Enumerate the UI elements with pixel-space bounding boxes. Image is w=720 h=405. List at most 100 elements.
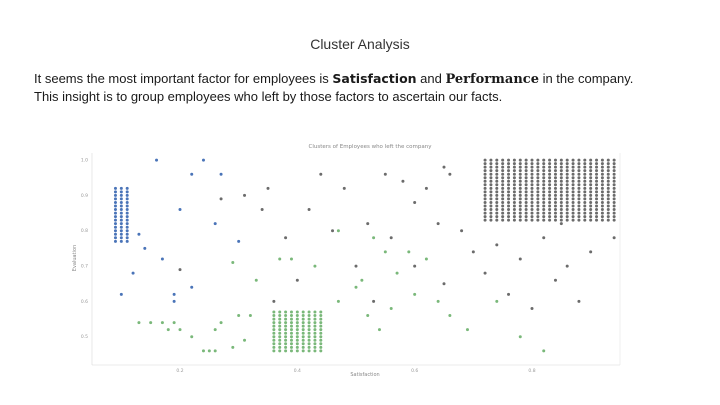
scatter-point [559,183,563,187]
scatter-point [553,204,557,208]
scatter-point [489,186,493,190]
scatter-point [600,183,604,187]
scatter-point [542,211,546,215]
scatter-point [524,200,528,204]
scatter-point [606,208,610,212]
scatter-point [589,197,593,201]
scatter-point [331,229,335,233]
scatter-point [571,211,575,215]
scatter-point [553,179,557,183]
scatter-point [571,204,575,208]
scatter-point [272,299,276,303]
scatter-point [600,179,604,183]
scatter-point [295,324,299,328]
scatter-point [542,183,546,187]
scatter-point [595,218,599,222]
scatter-point [483,162,487,166]
scatter-point [507,193,511,197]
scatter-point [548,158,552,162]
x-tick-label: 0.8 [528,368,535,374]
scatter-point [612,158,616,162]
scatter-point [201,349,205,353]
scatter-point [407,250,411,254]
scatter-point [483,176,487,180]
scatter-point [313,314,317,318]
scatter-point [272,331,276,335]
scatter-point [507,197,511,201]
scatter-point [589,158,593,162]
scatter-point [113,218,117,222]
scatter-point [583,208,587,212]
scatter-point [559,200,563,204]
scatter-point [583,197,587,201]
scatter-point [542,179,546,183]
scatter-point [571,218,575,222]
scatter-point [606,165,610,169]
scatter-point [530,211,534,215]
scatter-point [289,310,293,314]
scatter-point [313,317,317,321]
scatter-point [524,169,528,173]
scatter-point [512,176,516,180]
scatter-point [553,193,557,197]
scatter-point [501,169,505,173]
scatter-point [512,204,516,208]
scatter-point [583,183,587,187]
scatter-point [606,215,610,219]
scatter-point [542,215,546,219]
scatter-point [612,215,616,219]
scatter-point [260,208,264,212]
scatter-point [524,218,528,222]
scatter-point [571,190,575,194]
scatter-point [313,264,317,268]
scatter-point [553,162,557,166]
scatter-point [518,165,522,169]
scatter-point [565,208,569,212]
scatter-point [272,321,276,325]
scatter-point [213,328,217,332]
scatter-point [507,200,511,204]
scatter-point [436,299,440,303]
scatter-point [583,215,587,219]
scatter-point [536,158,540,162]
scatter-point [530,200,534,204]
scatter-point [577,218,581,222]
scatter-point [436,222,440,226]
scatter-point [366,314,370,318]
scatter-point [401,179,405,183]
scatter-point [301,345,305,349]
scatter-point [465,328,469,332]
scatter-point [501,193,505,197]
scatter-point [548,186,552,190]
scatter-point [542,158,546,162]
scatter-point [606,169,610,173]
y-tick-label: 0.9 [81,193,88,199]
scatter-point [483,211,487,215]
scatter-point [565,193,569,197]
scatter-point [559,158,563,162]
scatter-point [389,306,393,310]
scatter-point [559,215,563,219]
scatter-point [272,328,276,332]
scatter-point [518,211,522,215]
scatter-point [583,176,587,180]
scatter-point [571,193,575,197]
scatter-point [565,172,569,176]
scatter-point [313,321,317,325]
body-line-2: This insight is to group employees who l… [34,89,503,104]
x-axis-label: Satisfaction [350,372,379,378]
scatter-point [471,250,475,254]
scatter-point [495,190,499,194]
scatter-point [113,225,117,229]
scatter-point [571,197,575,201]
scatter-point [559,218,563,222]
scatter-point [518,186,522,190]
scatter-point [595,183,599,187]
scatter-point [483,179,487,183]
scatter-point [507,162,511,166]
scatter-point [565,176,569,180]
scatter-point [600,176,604,180]
scatter-point [577,169,581,173]
scatter-point [313,310,317,314]
scatter-point [119,229,123,233]
